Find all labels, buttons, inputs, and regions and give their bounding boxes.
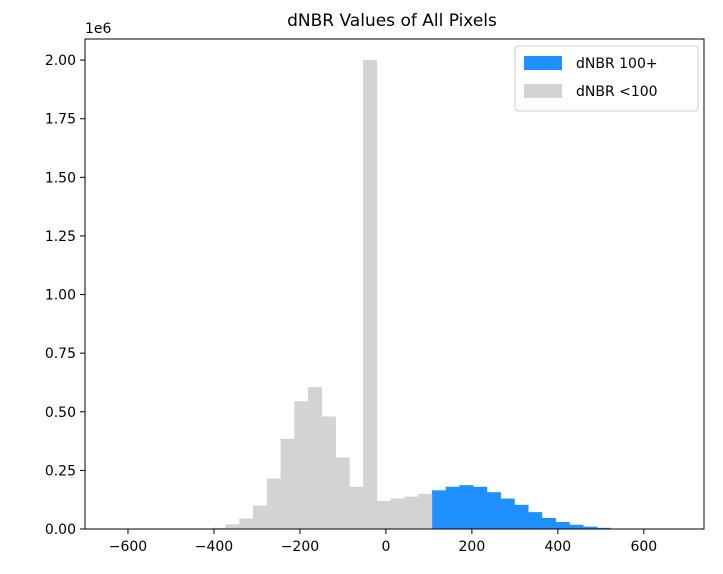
- y-tick-label: 1.25: [45, 229, 76, 245]
- y-tick-label: 1.75: [45, 112, 76, 128]
- plot-frame: [84, 38, 705, 530]
- x-tick-label: 200: [459, 539, 486, 555]
- histogram-bar-dnbr-under-100-9: [321, 416, 336, 529]
- x-tick-label: 400: [544, 539, 571, 555]
- histogram-bar-dnbr-100-plus-4: [486, 492, 501, 529]
- histogram-bar-dnbr-100-plus-7: [528, 512, 543, 529]
- histogram-bar-dnbr-under-100-10: [335, 457, 350, 529]
- histogram-bar-dnbr-under-100-14: [390, 498, 405, 529]
- histogram-bar-dnbr-under-100-6: [280, 438, 295, 529]
- histogram-bar-dnbr-under-100-1: [211, 527, 226, 529]
- bars-layer: [198, 60, 639, 529]
- histogram-bar-dnbr-under-100-11: [349, 486, 364, 529]
- histogram-bar-dnbr-under-100-5: [266, 478, 281, 529]
- histogram-bar-dnbr-100-plus-0: [431, 490, 446, 529]
- legend: dNBR 100+ dNBR <100: [514, 45, 699, 112]
- legend-swatch-dnbr-100-plus: [524, 56, 562, 70]
- legend-label-dnbr-100-plus: dNBR 100+: [576, 56, 658, 72]
- histogram-bar-dnbr-100-plus-11: [583, 526, 598, 529]
- histogram-bar-dnbr-under-100-2: [225, 524, 240, 529]
- y-tick-label: 1.50: [45, 170, 76, 186]
- y-offset-label: 1e6: [85, 21, 112, 37]
- histogram-bar-dnbr-100-plus-9: [555, 521, 570, 529]
- histogram-bar-dnbr-100-plus-8: [541, 517, 556, 529]
- legend-swatch-dnbr-under-100: [524, 84, 562, 98]
- legend-label-dnbr-under-100: dNBR <100: [576, 84, 658, 100]
- y-tick-label: 0.75: [45, 346, 76, 362]
- histogram-bar-dnbr-under-100-12: [363, 60, 378, 529]
- histogram-bar-dnbr-100-plus-2: [459, 485, 474, 529]
- histogram-bar-dnbr-under-100-15: [404, 496, 419, 529]
- y-tick-label: 0.00: [45, 522, 76, 538]
- histogram-bar-dnbr-100-plus-3: [473, 486, 488, 529]
- histogram-bar-dnbr-100-plus-12: [596, 527, 612, 529]
- y-tick-label: 0.25: [45, 463, 76, 479]
- histogram-bar-dnbr-under-100-7: [294, 401, 309, 529]
- x-axis: −600 −400 −200 0 200 400 600: [109, 529, 657, 555]
- histogram-bar-dnbr-100-plus-5: [500, 498, 515, 529]
- histogram-bar-dnbr-under-100-16: [418, 493, 433, 529]
- x-tick-label: −200: [281, 539, 319, 555]
- y-tick-label: 0.50: [45, 405, 76, 421]
- x-tick-label: 600: [630, 539, 657, 555]
- y-tick-label: 2.00: [45, 53, 76, 69]
- histogram-bar-dnbr-under-100-4: [253, 505, 268, 529]
- histogram-bar-dnbr-100-plus-6: [514, 504, 529, 529]
- histogram-bar-dnbr-under-100-3: [239, 518, 254, 529]
- x-tick-label: 0: [381, 539, 390, 555]
- histogram-bar-dnbr-100-plus-10: [569, 524, 584, 529]
- histogram-bar-dnbr-100-plus-1: [445, 486, 460, 529]
- histogram-bar-dnbr-under-100-13: [376, 500, 391, 529]
- chart-title: dNBR Values of All Pixels: [287, 11, 497, 31]
- y-axis: 0.00 0.25 0.50 0.75 1.00 1.25 1.50 1.75 2.00: [45, 53, 85, 538]
- x-tick-label: −400: [195, 539, 233, 555]
- x-tick-label: −600: [109, 539, 147, 555]
- y-tick-label: 1.00: [45, 288, 76, 304]
- histogram-bar-dnbr-under-100-8: [308, 387, 323, 529]
